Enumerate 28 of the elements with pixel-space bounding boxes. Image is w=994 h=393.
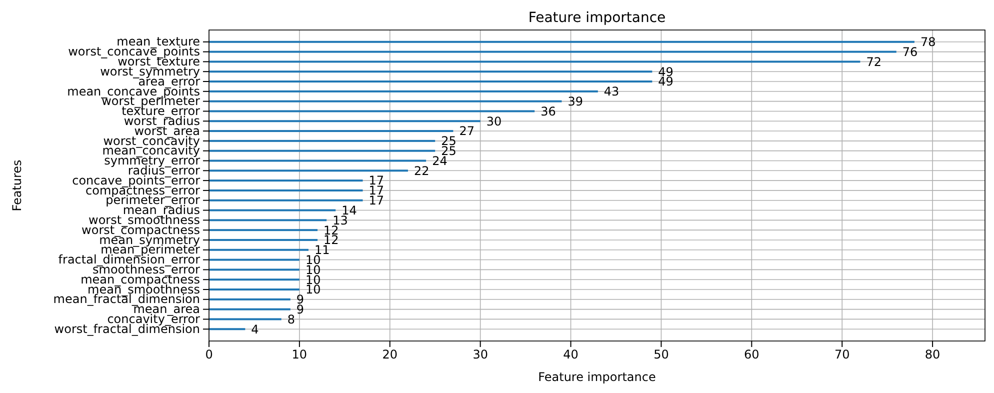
chart-title: Feature importance [528, 10, 666, 26]
data-label: 78 [920, 35, 936, 50]
x-tick-label: 40 [563, 348, 578, 362]
data-label: 9 [296, 302, 304, 317]
data-label: 22 [414, 164, 430, 178]
data-label: 8 [287, 312, 295, 326]
data-label: 43 [604, 84, 620, 99]
data-label: 17 [368, 194, 384, 208]
data-label: 72 [866, 54, 882, 69]
x-tick-label: 70 [834, 348, 850, 362]
data-label: 24 [432, 154, 448, 168]
data-label: 76 [902, 44, 918, 59]
y-tick-label: concavity_error [107, 312, 200, 326]
x-tick-label: 60 [744, 348, 760, 362]
x-tick-label: 80 [924, 348, 940, 362]
data-label: 10 [305, 282, 321, 297]
y-axis-title: Features [10, 160, 24, 212]
x-tick-label: 10 [292, 348, 308, 362]
x-tick-label: 50 [654, 348, 669, 362]
data-label: 4 [251, 322, 259, 336]
x-tick-label: 0 [205, 348, 213, 362]
x-axis-title: Feature importance [538, 370, 656, 384]
x-tick-label: 30 [472, 348, 488, 362]
data-label: 39 [568, 94, 584, 109]
x-tick-label: 20 [382, 348, 398, 362]
data-label: 30 [486, 114, 502, 128]
data-label: 36 [540, 104, 556, 118]
data-label: 27 [459, 124, 474, 138]
